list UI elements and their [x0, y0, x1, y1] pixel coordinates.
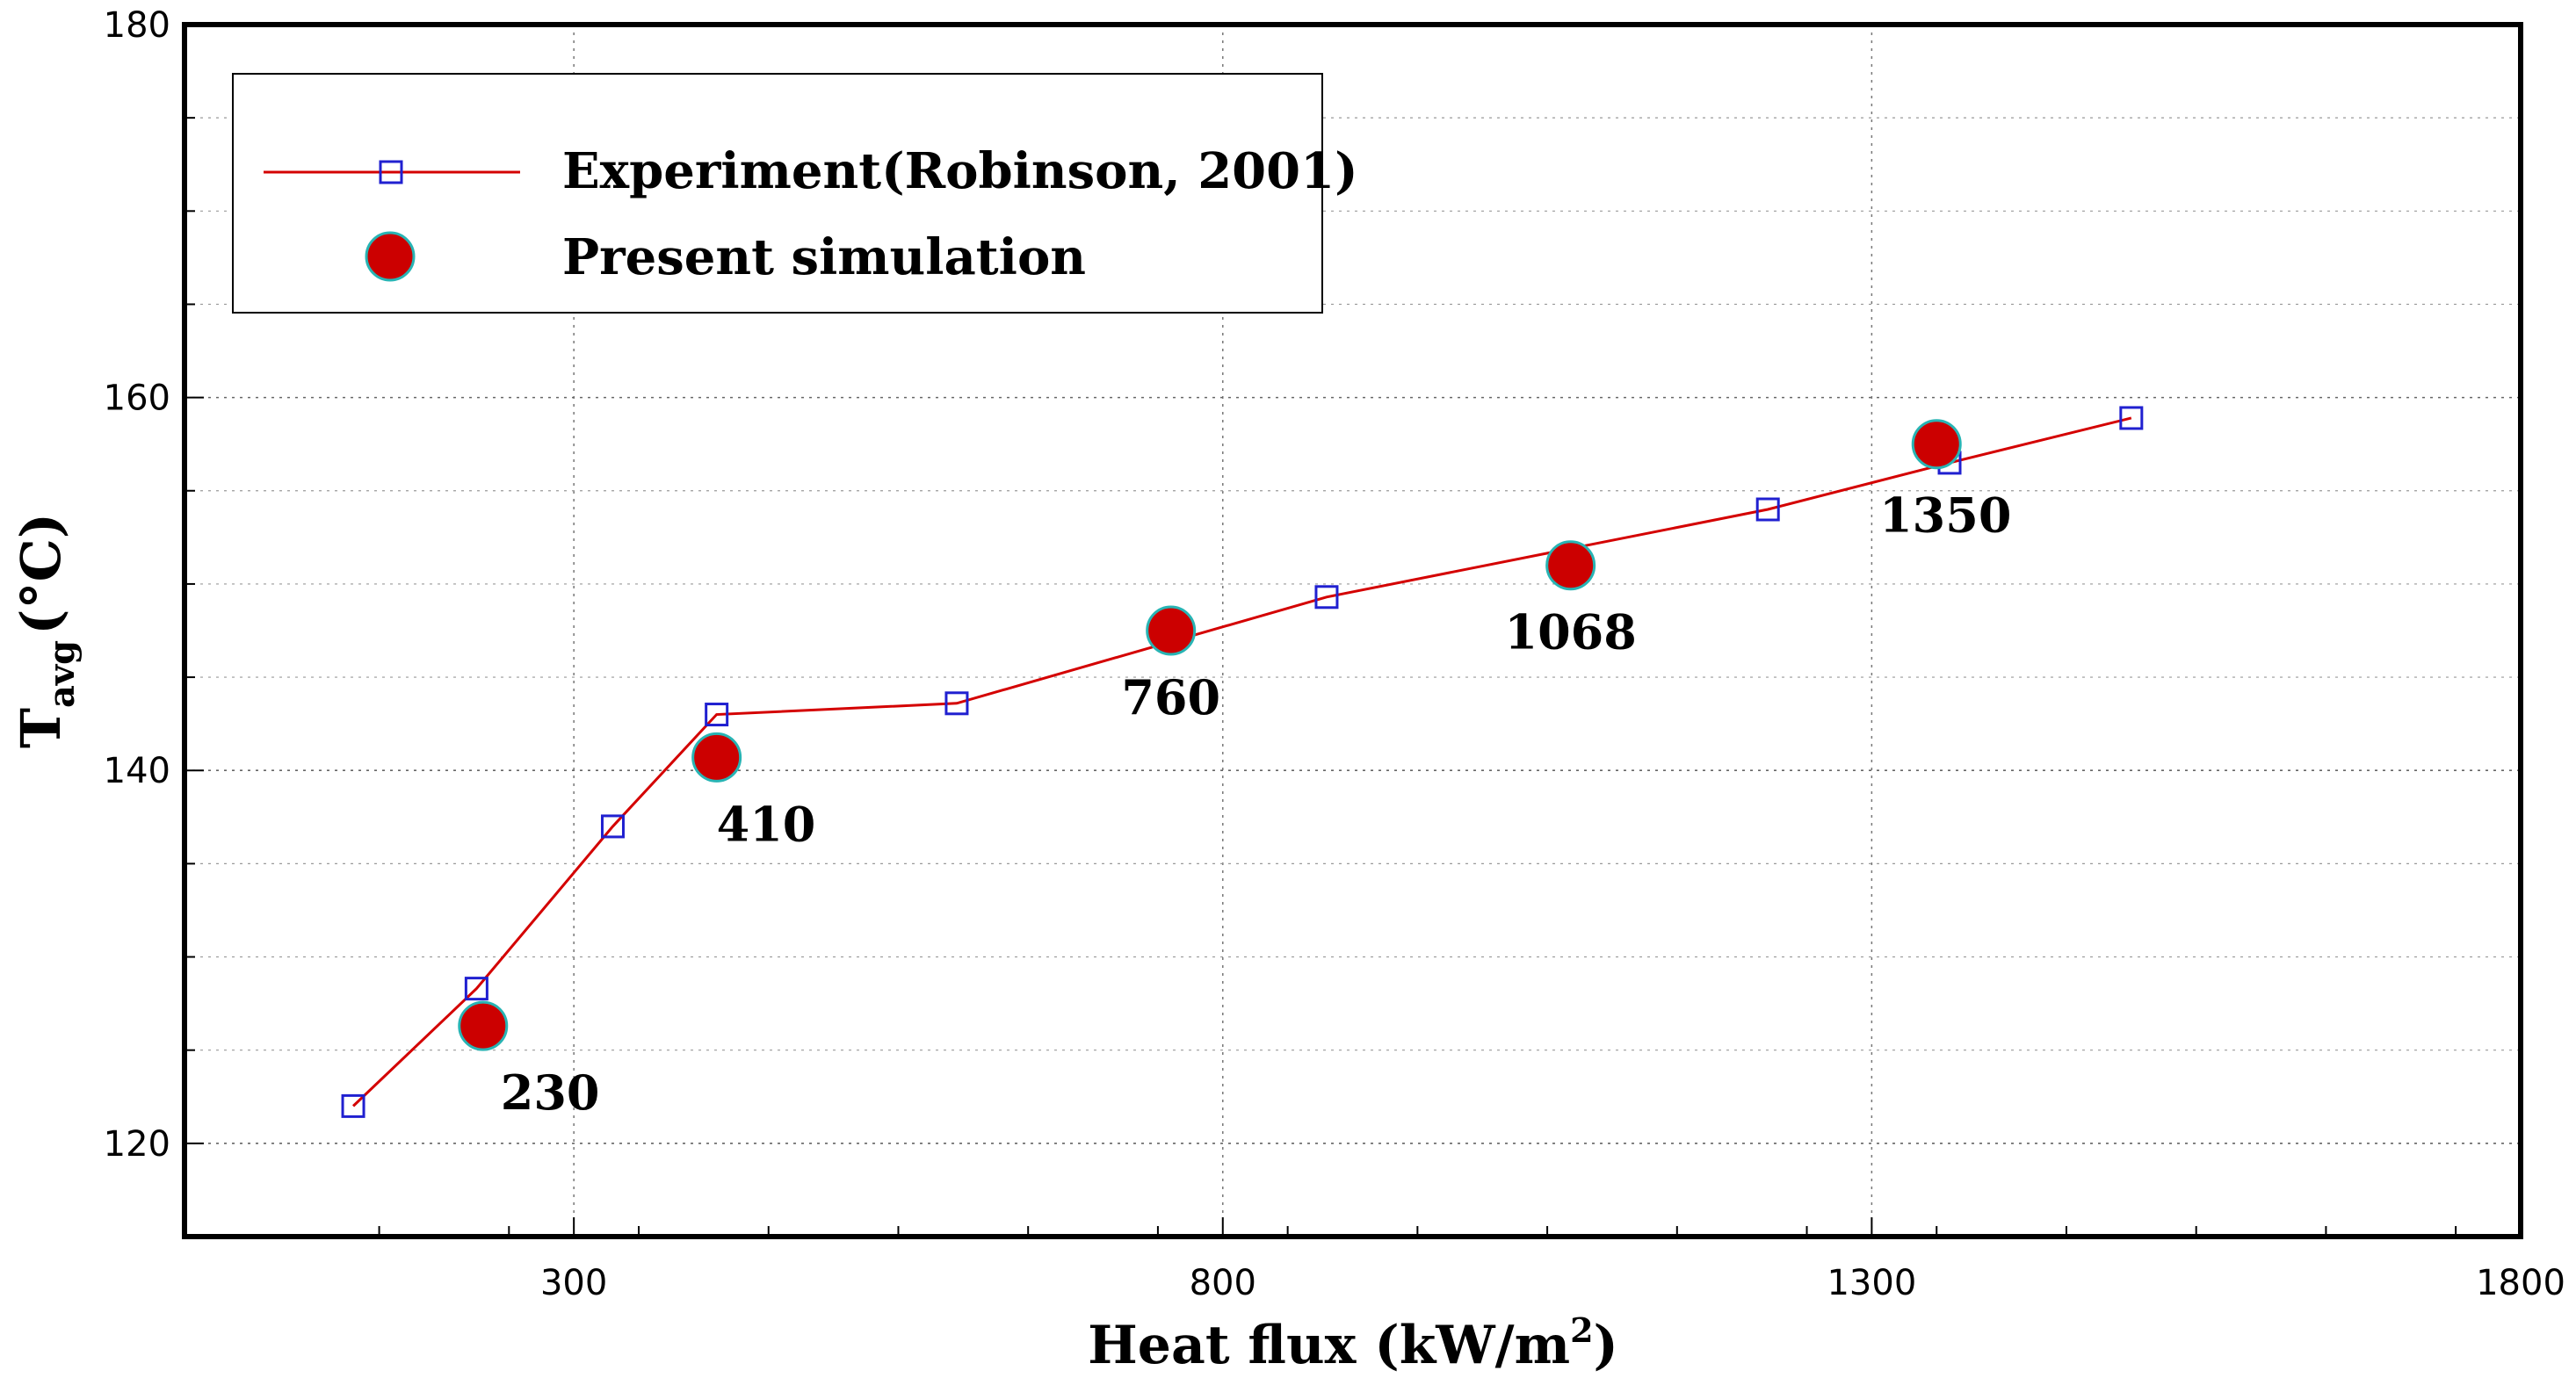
experiment-point: [341, 1093, 365, 1118]
legend-label-simulation: Present simulation: [562, 228, 1086, 286]
y-tick-label: 180: [104, 5, 170, 46]
y-axis-title-unit: (°C): [9, 513, 73, 635]
experiment-point: [600, 814, 625, 839]
simulation-point-label: 230: [501, 1064, 600, 1121]
x-axis-title-sup: 2: [1570, 1310, 1593, 1350]
simulation-point: [458, 1000, 509, 1051]
simulation-point: [691, 732, 742, 783]
ticks: [185, 117, 2522, 1237]
point-labels: 230 410 760 1068 1350: [501, 487, 2012, 1121]
x-axis-title-close: ): [1594, 1315, 1618, 1376]
experiment-point: [705, 703, 729, 727]
simulation-point: [1146, 605, 1197, 656]
y-tick-label: 140: [104, 751, 170, 791]
experiment-point: [944, 691, 969, 716]
x-axis-title: Heat flux (kW/m2): [1088, 1310, 1618, 1376]
experiment-series-line: [352, 416, 2132, 1107]
simulation-point-label: 410: [717, 796, 816, 852]
experiment-point: [1755, 497, 1780, 522]
tick-labels: 300 800 1300 1800 120 140 160 180: [104, 5, 2565, 1303]
x-tick-label: 300: [540, 1263, 607, 1303]
y-tick-label: 160: [104, 379, 170, 419]
legend-marker-experiment: [379, 160, 403, 184]
simulation-point-label: 1350: [1879, 487, 2011, 544]
legend-box: [232, 73, 1323, 314]
series: [341, 406, 2144, 1118]
simulation-point-label: 760: [1121, 669, 1220, 725]
x-tick-label: 1800: [2476, 1263, 2565, 1303]
y-axis-title-sub: avg: [41, 640, 83, 708]
simulation-point: [1911, 419, 1962, 470]
x-axis-title-main: Heat flux (kW/m: [1088, 1315, 1570, 1376]
plot-frame: [182, 22, 2523, 1239]
y-axis-title-main: T: [9, 708, 73, 748]
y-axis-title: Tavg (°C): [9, 513, 83, 748]
legend-marker-simulation: [365, 231, 416, 282]
experiment-point: [464, 977, 488, 1001]
simulation-point: [1545, 540, 1596, 591]
x-tick-label: 1300: [1827, 1263, 1916, 1303]
x-tick-label: 800: [1190, 1263, 1256, 1303]
legend: Experiment(Robinson, 2001) Present simul…: [232, 73, 1358, 314]
simulation-point-label: 1068: [1505, 604, 1637, 660]
y-tick-label: 120: [104, 1124, 170, 1165]
experiment-point: [2119, 406, 2144, 430]
legend-label-experiment: Experiment(Robinson, 2001): [562, 142, 1358, 200]
experiment-point: [1314, 585, 1339, 610]
